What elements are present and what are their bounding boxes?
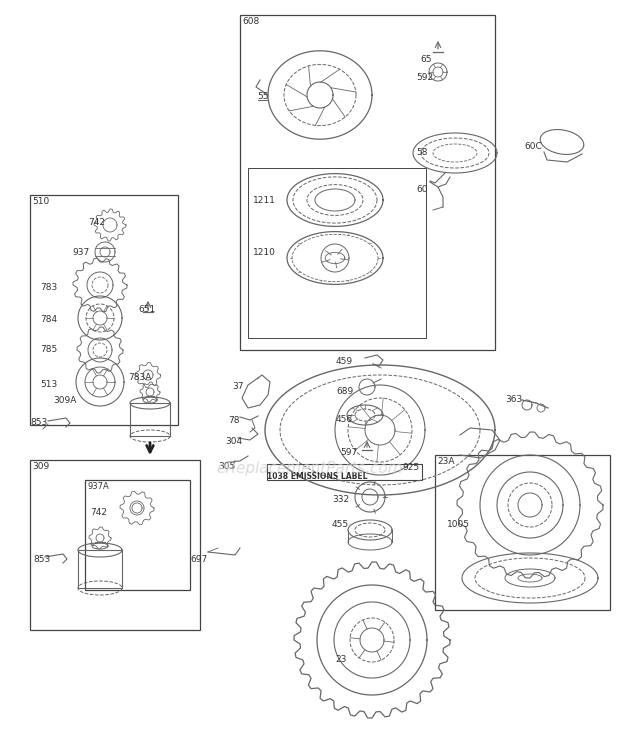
Text: 304: 304 (225, 437, 242, 446)
Text: 363: 363 (505, 395, 522, 404)
Text: 58: 58 (416, 148, 428, 157)
Text: 37: 37 (232, 382, 244, 391)
Text: 309A: 309A (53, 396, 76, 405)
Text: 742: 742 (90, 508, 107, 517)
Text: 309: 309 (32, 462, 49, 471)
Text: 937A: 937A (87, 482, 108, 491)
Text: 332: 332 (332, 495, 349, 504)
Text: 456: 456 (336, 415, 353, 424)
Text: 592: 592 (416, 73, 433, 82)
Bar (240, 15, 495, 350)
Text: 23A: 23A (437, 457, 454, 466)
Text: 23: 23 (335, 655, 347, 664)
Text: eReplacementParts.com: eReplacementParts.com (216, 460, 404, 476)
Text: 742: 742 (88, 218, 105, 227)
Text: 783: 783 (40, 283, 57, 292)
Bar (30, 195, 178, 425)
Text: 55: 55 (257, 92, 268, 101)
Text: 608: 608 (242, 17, 259, 26)
Text: 783A: 783A (128, 373, 151, 382)
Bar (85, 480, 190, 590)
Text: 689: 689 (336, 387, 353, 396)
Text: 60C: 60C (524, 142, 542, 151)
Text: 60: 60 (416, 185, 428, 194)
Text: 853: 853 (30, 418, 47, 427)
Text: 455: 455 (332, 520, 349, 529)
Text: 1005: 1005 (447, 520, 470, 529)
Text: 510: 510 (32, 197, 49, 206)
Text: 305: 305 (218, 462, 235, 471)
Text: 853: 853 (33, 555, 50, 564)
Text: 697: 697 (190, 555, 207, 564)
Text: 651: 651 (138, 305, 155, 314)
Text: 1210: 1210 (253, 248, 276, 257)
Text: 513: 513 (40, 380, 57, 389)
Text: 65: 65 (420, 55, 432, 64)
Text: 597: 597 (340, 448, 357, 457)
Text: 925: 925 (402, 463, 419, 472)
Text: 785: 785 (40, 345, 57, 354)
Text: 1038 EMISSIONS LABEL: 1038 EMISSIONS LABEL (267, 472, 368, 481)
Text: 459: 459 (336, 357, 353, 366)
Bar (435, 455, 610, 610)
Text: 937: 937 (72, 248, 89, 257)
Text: 784: 784 (40, 315, 57, 324)
Text: 78: 78 (228, 416, 239, 425)
Bar (267, 464, 422, 480)
Bar (248, 168, 426, 338)
Text: 1211: 1211 (253, 196, 276, 205)
Bar (30, 460, 200, 630)
